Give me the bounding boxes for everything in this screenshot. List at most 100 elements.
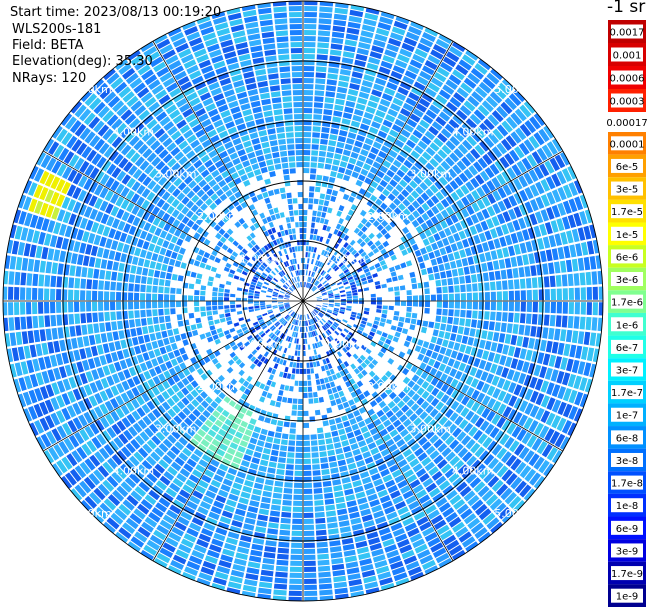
range-gate [99,200,109,212]
range-gate [402,174,412,184]
range-gate [438,502,451,513]
range-gate [543,314,550,326]
range-gate [61,407,71,421]
range-gate [519,278,526,289]
range-gate [158,220,166,229]
range-gate [377,22,392,31]
range-gate [104,301,110,311]
range-gate [355,160,364,168]
range-gate [271,326,276,332]
range-gate [145,342,153,351]
range-gate [498,259,506,269]
range-gate [291,278,295,284]
range-gate [275,213,281,220]
range-gate [229,442,239,450]
range-gate [328,140,337,147]
range-gate [238,97,249,105]
range-gate [368,378,376,386]
range-gate [513,279,520,290]
range-gate [108,250,116,260]
range-gate [376,27,390,37]
range-gate [333,13,348,21]
range-gate [224,542,237,551]
range-gate [328,343,333,349]
range-gate [218,228,226,236]
range-gate [467,256,474,265]
range-gate [254,291,260,294]
range-gate [477,485,490,498]
range-gate [445,397,455,407]
range-gate [225,473,235,481]
range-gate [154,324,161,332]
range-gate [460,508,473,520]
range-gate [91,369,100,381]
range-gate [430,377,439,386]
range-gate [69,265,76,276]
range-gate [245,146,254,154]
range-gate [168,531,182,542]
range-gate [426,394,435,404]
range-gate [414,345,422,353]
range-gate [242,9,257,18]
range-gate [222,438,231,446]
range-gate [251,543,264,551]
range-gate [232,30,246,38]
range-ring-label: 1.00km [240,337,282,350]
range-gate [214,338,221,345]
range-gate [175,167,185,177]
range-gate [513,206,523,218]
range-gate [174,260,182,268]
range-gate [432,423,442,433]
range-gate [220,39,234,48]
range-gate [79,242,87,254]
range-gate [449,494,462,506]
range-gate [338,514,349,522]
range-gate [573,408,583,422]
range-gate [387,484,398,494]
range-gate [179,421,189,431]
range-gate [392,65,405,74]
range-gate [348,246,355,253]
range-gate [412,210,420,219]
range-gate [297,350,301,356]
range-gate [265,55,277,62]
range-gate [381,313,387,319]
range-gate [325,285,331,290]
range-gate [470,131,482,143]
range-gate [255,174,263,182]
range-gate [244,429,253,437]
range-gate [114,230,122,241]
range-gate [227,236,235,243]
range-gate [227,180,236,189]
range-gate [418,98,431,108]
range-gate [207,129,217,138]
range-gate [336,385,343,392]
range-gate [269,510,280,517]
range-gate [431,387,440,397]
range-gate [162,380,171,390]
range-gate [433,360,441,369]
range-gate [465,181,475,192]
range-gate [211,55,224,64]
range-gate [497,82,511,96]
range-gate [290,324,294,330]
range-gate [205,144,215,153]
range-gate [126,494,139,507]
range-gate [568,406,578,420]
range-gate [334,104,344,112]
range-gate [298,210,303,216]
range-gate [403,433,413,443]
range-gate [383,453,393,462]
range-gate [374,33,388,42]
colorbar-tick-label: 1.7e-6 [611,298,643,309]
range-gate [241,529,253,537]
range-gate [214,257,221,264]
range-gate [98,291,104,301]
range-gate [400,464,411,473]
range-gate [487,193,496,204]
range-gate [579,377,588,391]
range-gate [476,186,486,198]
range-gate [97,105,110,119]
range-gate [105,388,114,399]
range-gate [93,356,102,368]
